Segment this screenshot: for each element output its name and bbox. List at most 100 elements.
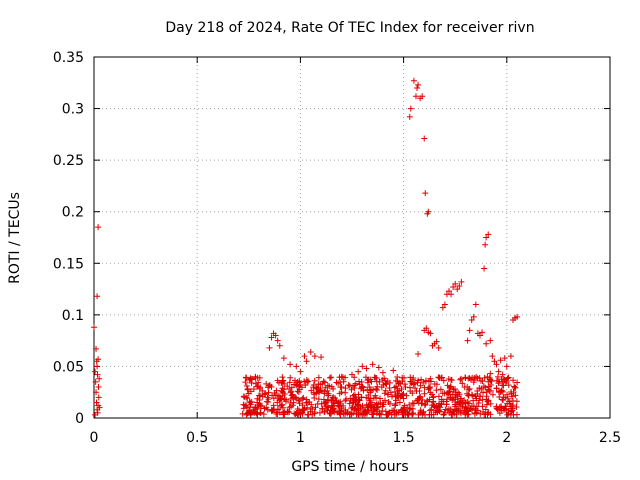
- data-point: [510, 388, 517, 395]
- data-point: [382, 408, 389, 415]
- data-point: [95, 224, 102, 231]
- data-point: [322, 403, 329, 410]
- data-points: [91, 77, 521, 418]
- data-point: [499, 396, 506, 403]
- data-point: [467, 405, 474, 412]
- data-point: [440, 411, 447, 418]
- data-point: [268, 334, 275, 341]
- data-point: [420, 408, 427, 415]
- data-point: [411, 380, 418, 387]
- data-point: [452, 280, 459, 287]
- data-point: [244, 404, 251, 411]
- data-point: [486, 374, 493, 381]
- x-tick-label: 1: [296, 430, 305, 446]
- data-point: [351, 406, 358, 413]
- data-point: [417, 409, 424, 416]
- data-point: [344, 408, 351, 415]
- data-point: [316, 409, 323, 416]
- y-tick-label: 0.25: [53, 153, 84, 169]
- data-point: [96, 404, 103, 411]
- data-point: [346, 400, 353, 407]
- data-point: [94, 371, 101, 378]
- y-tick-label: 0.1: [62, 308, 84, 324]
- data-point: [330, 405, 337, 412]
- data-point: [449, 391, 456, 398]
- data-point: [284, 383, 291, 390]
- data-point: [414, 397, 421, 404]
- data-point: [482, 384, 489, 391]
- data-point: [452, 403, 459, 410]
- data-point: [337, 408, 344, 415]
- data-point: [476, 385, 483, 392]
- data-point: [453, 411, 460, 418]
- data-point: [342, 389, 349, 396]
- x-tick-label: 0: [90, 430, 99, 446]
- data-point: [437, 404, 444, 411]
- data-point: [434, 409, 441, 416]
- data-point: [292, 411, 299, 418]
- data-point: [421, 390, 428, 397]
- data-point: [300, 394, 307, 401]
- x-axis-label: GPS time / hours: [291, 459, 408, 475]
- data-point: [495, 368, 502, 375]
- data-point: [296, 397, 303, 404]
- data-point: [503, 406, 510, 413]
- data-point: [248, 380, 255, 387]
- data-point: [431, 403, 438, 410]
- x-tick-label: 2: [502, 430, 511, 446]
- data-point: [276, 342, 283, 349]
- data-point: [379, 369, 386, 376]
- data-point: [244, 395, 251, 402]
- data-point: [383, 381, 390, 388]
- data-point: [482, 411, 489, 418]
- data-point: [483, 340, 490, 347]
- data-point: [406, 401, 413, 408]
- data-point: [433, 387, 440, 394]
- data-point: [255, 379, 262, 386]
- data-point: [481, 265, 488, 272]
- data-point: [301, 353, 308, 360]
- data-point: [315, 381, 322, 388]
- data-point: [495, 389, 502, 396]
- data-point: [278, 387, 285, 394]
- data-point: [272, 332, 279, 339]
- data-point: [239, 410, 246, 417]
- data-point: [409, 411, 416, 418]
- data-point: [311, 353, 318, 360]
- data-point: [288, 388, 295, 395]
- data-point: [287, 395, 294, 402]
- data-point: [479, 396, 486, 403]
- data-point: [464, 404, 471, 411]
- data-point: [284, 408, 291, 415]
- data-point: [95, 356, 102, 363]
- data-point: [479, 378, 486, 385]
- data-point: [381, 397, 388, 404]
- data-point: [435, 344, 442, 351]
- data-point: [507, 403, 514, 410]
- data-point: [254, 411, 261, 418]
- data-point: [475, 400, 482, 407]
- data-point: [281, 411, 288, 418]
- data-point: [259, 393, 266, 400]
- data-point: [504, 395, 511, 402]
- data-point: [452, 396, 459, 403]
- data-point: [370, 395, 377, 402]
- data-point: [368, 409, 375, 416]
- data-point: [348, 411, 355, 418]
- data-point: [293, 363, 300, 370]
- data-point: [369, 361, 376, 368]
- data-point: [280, 355, 287, 362]
- data-point: [287, 374, 294, 381]
- data-point: [248, 398, 255, 405]
- data-point: [376, 395, 383, 402]
- data-point: [349, 371, 355, 378]
- data-point: [422, 190, 429, 197]
- data-point: [499, 371, 506, 378]
- data-point: [96, 375, 103, 382]
- data-point: [467, 376, 474, 383]
- data-point: [470, 397, 477, 404]
- data-point: [395, 380, 402, 387]
- data-point: [294, 406, 301, 413]
- data-point: [489, 353, 496, 360]
- data-point: [247, 388, 254, 395]
